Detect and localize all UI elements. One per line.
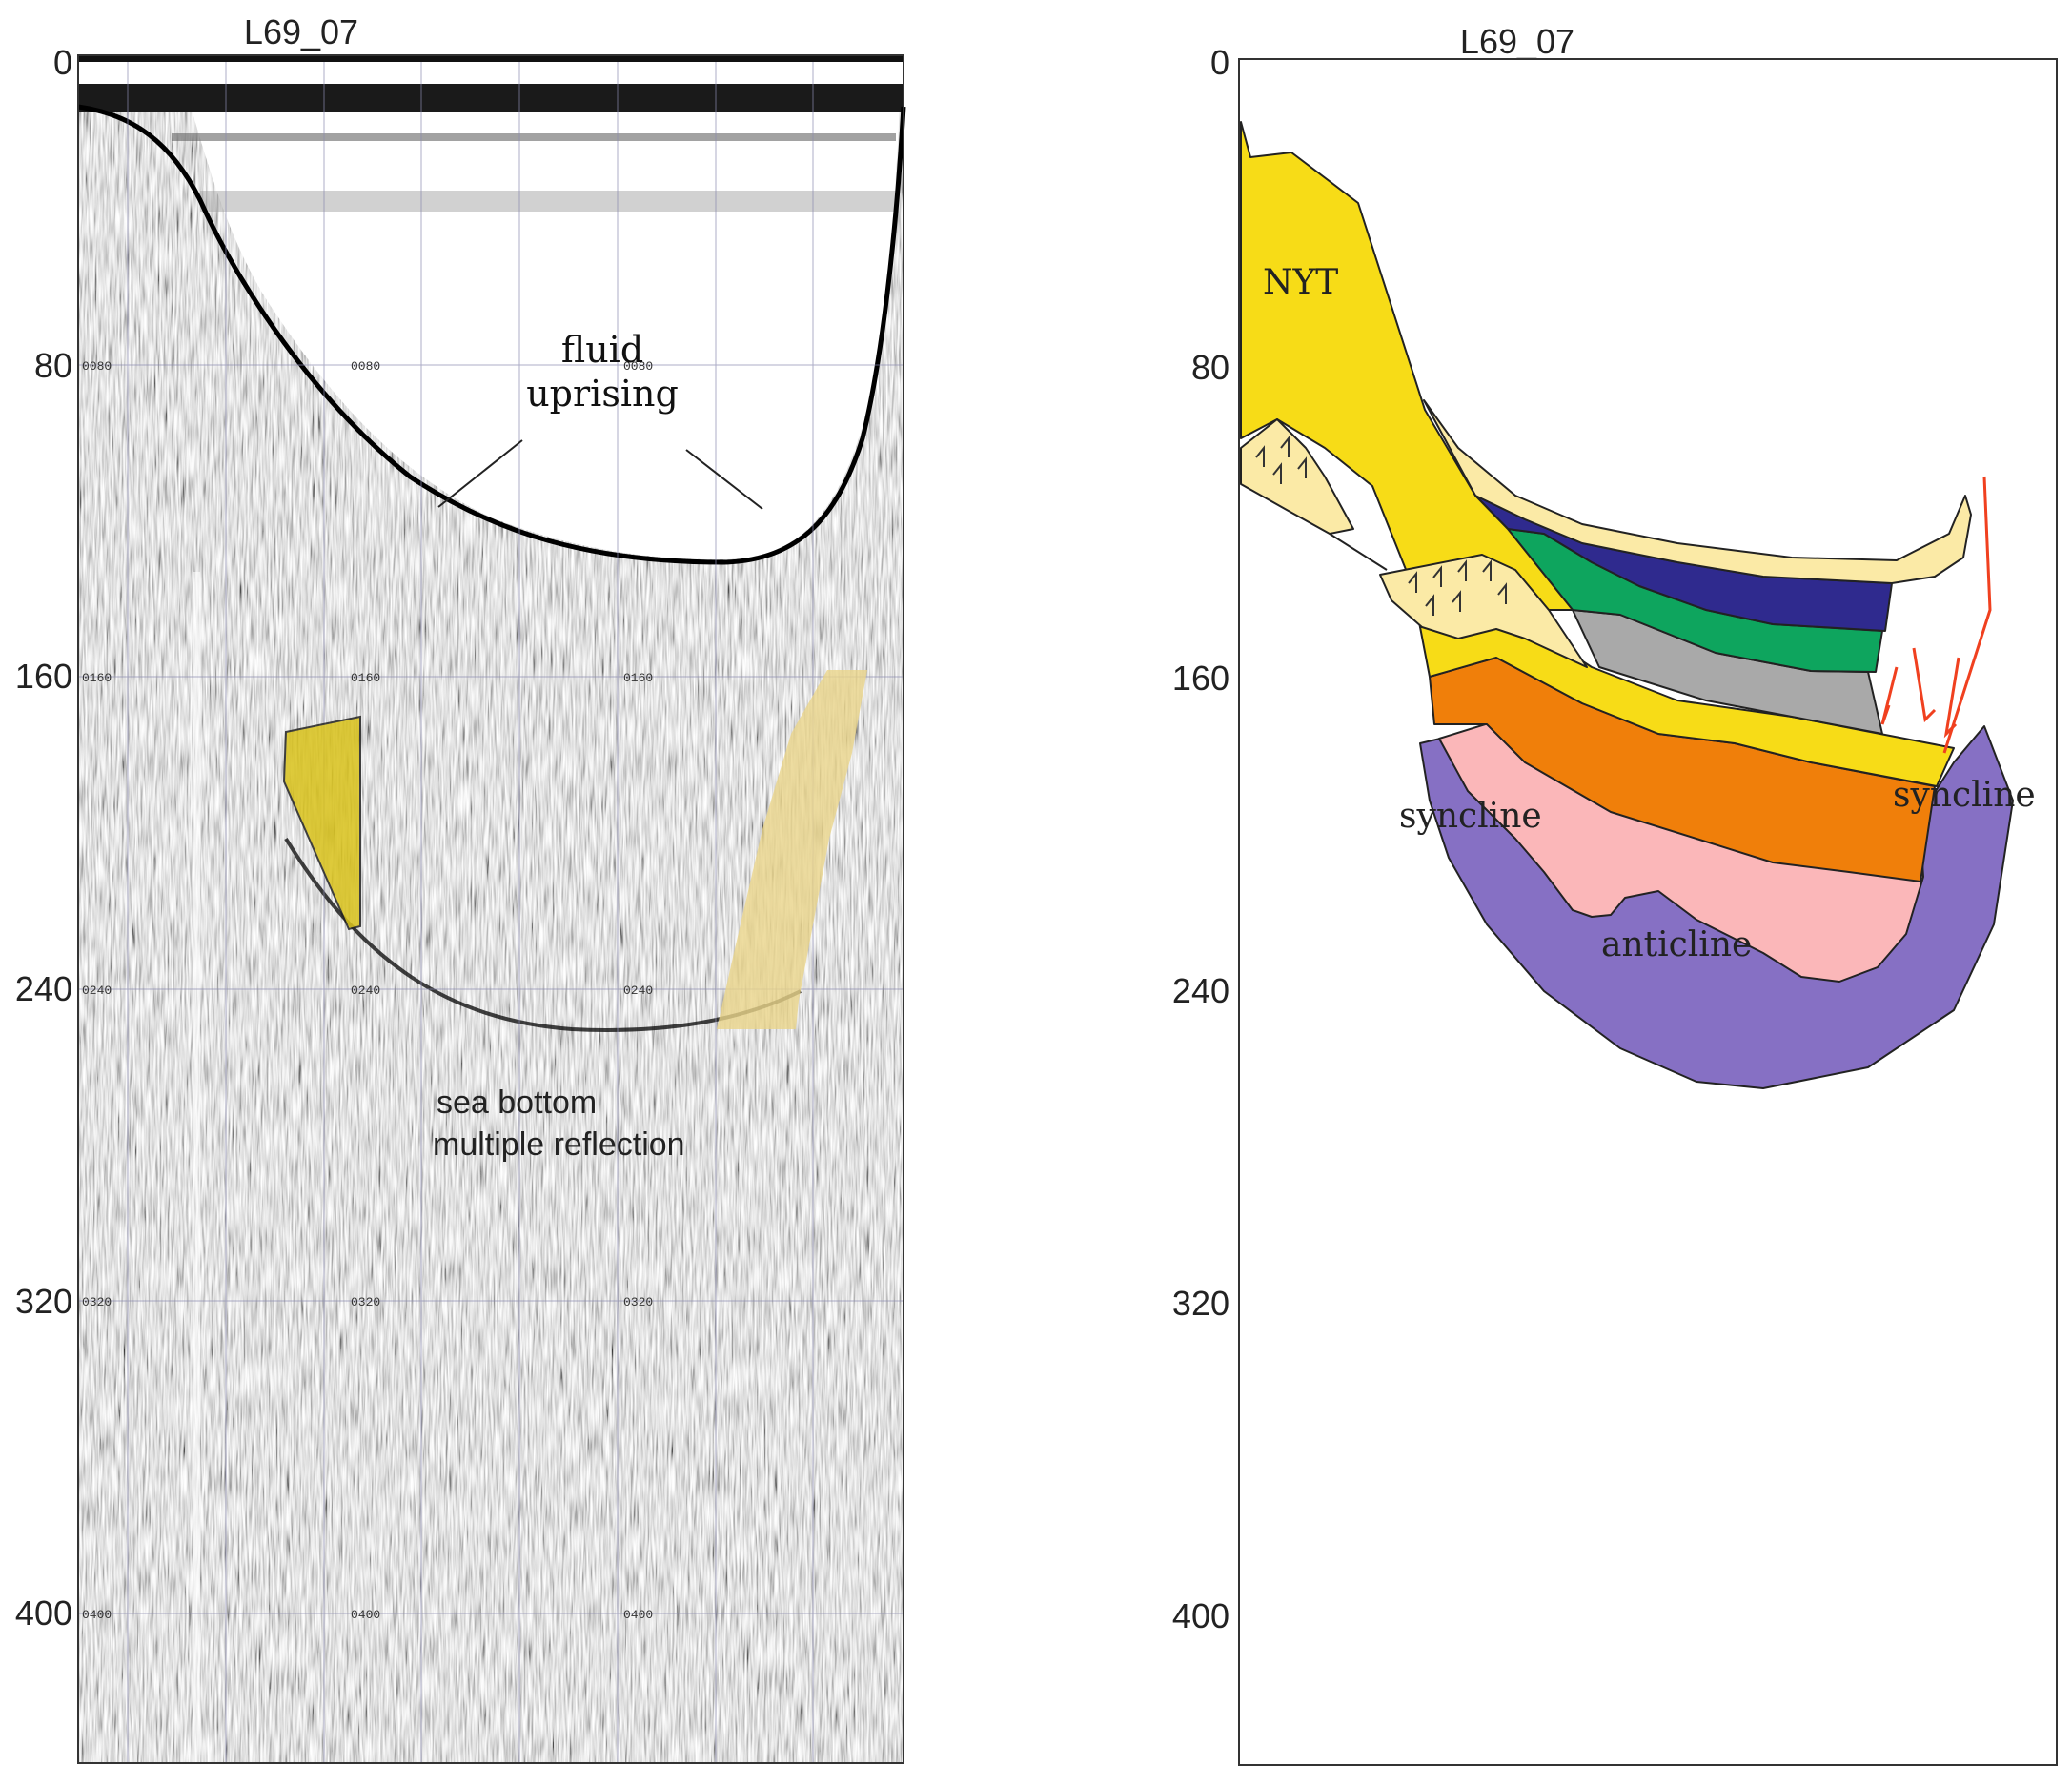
fault-main (1942, 476, 1992, 754)
fault-arrow-3 (1943, 657, 1960, 739)
left-panel-title: L69_07 (244, 12, 358, 51)
inner-tick: 0400 (351, 1608, 380, 1622)
highlighted-body-right (717, 670, 867, 1029)
depth-tick-label: 320 (1172, 1284, 1229, 1323)
water-column (78, 88, 904, 560)
label-syncline-right: syncline (1893, 776, 2036, 815)
seismic-section-panel: L69_07 (15, 12, 906, 1764)
inner-tick: 0080 (351, 359, 380, 374)
inner-tick: 0400 (82, 1608, 112, 1622)
direct-arrival-band (78, 84, 904, 112)
layer-cream-upper (1423, 399, 1972, 584)
geologic-layers (1240, 121, 2014, 1089)
depth-tick-label: 0 (53, 43, 72, 82)
inner-tick: 0160 (623, 671, 653, 685)
interpretation-panel: L69_07 0 80 160 240 320 400 (1172, 22, 2058, 1766)
layer-cream-block-left (1240, 418, 1354, 535)
depth-tick-label: 160 (15, 657, 72, 696)
depth-tick-label: 0 (1210, 43, 1229, 82)
highlighted-body-left (282, 715, 361, 931)
inner-tick: 0160 (82, 671, 112, 685)
depth-tick-label: 160 (1172, 659, 1229, 698)
left-depth-axis: 0 80 160 240 320 400 (15, 43, 72, 1633)
shotpoint-bar (78, 55, 904, 62)
depth-tick-label: 400 (1172, 1596, 1229, 1635)
inner-tick: 0160 (351, 671, 380, 685)
inner-tick: 0320 (351, 1295, 380, 1309)
depth-tick-label: 400 (15, 1593, 72, 1633)
layer-cream-block-center (1379, 554, 1588, 668)
sea-bottom-reflector (77, 104, 906, 565)
label-anticline: anticline (1601, 925, 1752, 964)
fluid-pointer-left (437, 439, 523, 508)
inner-tick: 0240 (351, 984, 380, 998)
fault-arrow-2 (1880, 666, 1899, 725)
unconformity-line (1329, 533, 1388, 571)
label-nyt: NYT (1263, 263, 1338, 302)
trace-gap (193, 572, 200, 1763)
inner-tick-labels: 0080 0080 0080 0160 0160 0160 0240 0240 … (82, 359, 653, 1622)
depth-tick-label: 320 (15, 1282, 72, 1321)
depth-tick-label: 240 (1172, 971, 1229, 1010)
fluid-uprising-label-line2: uprising (526, 373, 679, 415)
inner-tick: 0320 (82, 1295, 112, 1309)
hatch-pattern (1255, 436, 1507, 616)
layer-yellow-lower (1419, 609, 1955, 787)
right-panel-title: L69_07 (1460, 22, 1574, 61)
depth-tick-label: 240 (15, 969, 72, 1008)
inner-tick: 0240 (82, 984, 112, 998)
fluid-pointer-right (685, 449, 763, 510)
fault-lines (1880, 476, 1992, 754)
inner-tick: 0080 (82, 359, 112, 374)
inner-tick: 0400 (623, 1608, 653, 1622)
right-depth-axis: 0 80 160 240 320 400 (1172, 43, 1229, 1635)
depth-tick-label: 80 (34, 346, 72, 385)
inner-tick: 0080 (623, 359, 653, 374)
inner-tick: 0240 (623, 984, 653, 998)
multiple-label-line1: sea bottom (437, 1085, 597, 1121)
fluid-uprising-label-line1: fluid (561, 329, 643, 371)
inner-tick: 0320 (623, 1295, 653, 1309)
depth-tick-label: 80 (1191, 348, 1229, 387)
fault-arrow-1 (1912, 647, 1937, 723)
water-bands (172, 133, 896, 212)
label-syncline-left: syncline (1399, 797, 1542, 836)
left-panel-frame (77, 54, 904, 1764)
multiple-label-line2: multiple reflection (433, 1126, 685, 1163)
